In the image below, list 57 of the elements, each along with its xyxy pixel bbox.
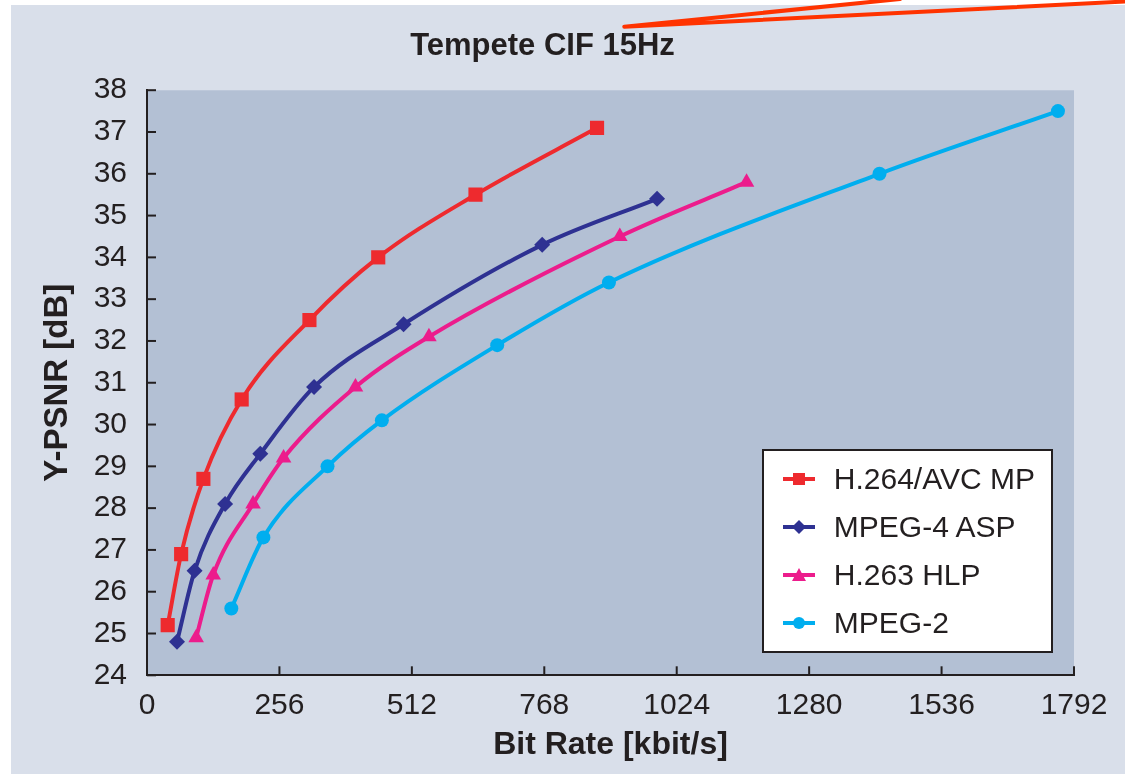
point (302, 312, 317, 328)
y-tick-label: 38 (93, 71, 127, 105)
x-tick-label: 512 (386, 686, 437, 720)
x-tick-label: 256 (254, 686, 305, 720)
x-tick-label: 1792 (1040, 686, 1108, 720)
point (174, 547, 189, 562)
point (468, 187, 483, 202)
point (169, 633, 185, 650)
y-tick-label: 26 (93, 572, 127, 606)
x-tick-label: 1280 (775, 686, 843, 720)
point (160, 618, 175, 633)
x-tick-label: 1024 (643, 686, 711, 720)
point (371, 250, 386, 265)
point (601, 275, 616, 290)
x-tick-label: 0 (138, 686, 156, 720)
point (649, 190, 666, 207)
point (217, 495, 234, 512)
point (738, 173, 755, 187)
point (1050, 104, 1065, 119)
point (374, 413, 389, 428)
x-axis-title: Bit Rate [kbit/s] (493, 724, 728, 761)
x-tick-label: 1536 (908, 686, 975, 720)
point (490, 338, 505, 353)
y-tick-label: 32 (93, 322, 127, 356)
y-tick-label: 34 (93, 238, 127, 272)
point (205, 566, 222, 580)
y-tick-label: 35 (93, 196, 127, 230)
legend-label: H.263 HLP (833, 558, 981, 593)
point (256, 530, 271, 545)
point (320, 459, 335, 474)
x-tick-label: 768 (519, 686, 570, 720)
y-tick-label: 36 (93, 155, 127, 189)
legend-label: MPEG-4 ASP (833, 510, 1016, 545)
point (234, 392, 249, 407)
point (252, 445, 269, 462)
y-tick-label: 27 (93, 531, 127, 565)
legend-label: H.264/AVC MP (833, 462, 1035, 497)
y-tick-label: 37 (93, 113, 127, 147)
chart-title: Tempete CIF 15Hz (410, 27, 675, 63)
y-tick-label: 29 (93, 447, 127, 481)
point (872, 166, 887, 181)
legend-label: MPEG-2 (833, 606, 949, 641)
y-tick-label: 33 (93, 280, 127, 314)
point (186, 562, 203, 579)
y-axis-title: Y-PSNR [dB] (36, 283, 74, 482)
point (196, 471, 211, 486)
point (224, 601, 239, 616)
point (188, 628, 204, 643)
point (306, 378, 323, 395)
y-tick-label: 28 (93, 489, 127, 523)
y-tick-label: 24 (93, 656, 127, 690)
y-tick-label: 30 (93, 405, 127, 439)
point (395, 316, 412, 333)
y-tick-label: 25 (93, 614, 127, 648)
y-tick-label: 31 (93, 364, 127, 398)
point (534, 236, 551, 253)
point (589, 120, 605, 135)
